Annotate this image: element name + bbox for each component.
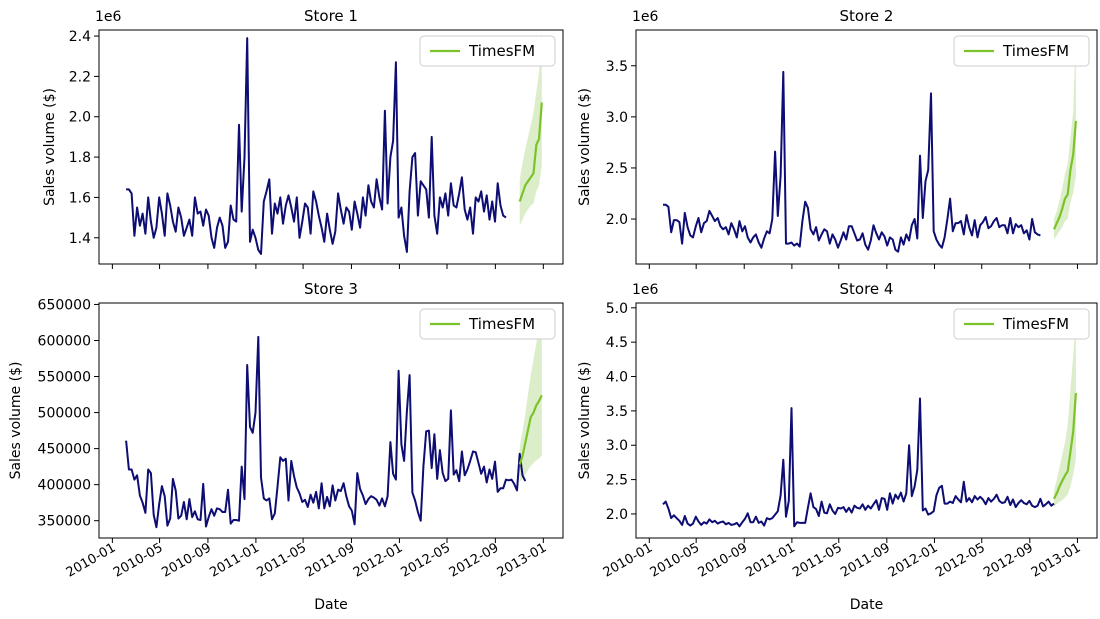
y-tick-label: 550000 bbox=[38, 370, 91, 386]
panel-store-4: Store 4 1e6 2.0 2.5 3.0 3.5 4.0 4.5 5.0 Sales vol… bbox=[577, 280, 1098, 613]
legend-box bbox=[953, 35, 1090, 67]
x-tick-label: 2012-05 bbox=[933, 540, 988, 580]
chart-title: Store 3 bbox=[304, 280, 358, 298]
x-tick-label: 2012-05 bbox=[398, 540, 453, 580]
history-series-line bbox=[663, 70, 1041, 253]
x-axis-label: Date bbox=[314, 597, 347, 613]
y-tick-label: 3.5 bbox=[606, 59, 628, 75]
y-offset-label: 1e6 bbox=[632, 9, 659, 25]
y-tick-label: 400000 bbox=[38, 478, 91, 494]
history-series-line bbox=[126, 37, 507, 255]
history-series-line bbox=[125, 335, 527, 529]
y-axis-label: Sales volume ($) bbox=[577, 88, 593, 206]
y-tick-label: 5.0 bbox=[606, 301, 628, 317]
legend-label: TimesFM bbox=[1002, 42, 1069, 60]
forecast-interval-band bbox=[519, 30, 542, 226]
legend-label: TimesFM bbox=[468, 315, 535, 333]
y-tick-label: 600000 bbox=[38, 333, 91, 349]
x-tick-label: 2010-01 bbox=[601, 540, 656, 580]
legend-box bbox=[953, 308, 1090, 340]
y-tick-label: 3.0 bbox=[606, 438, 628, 454]
y-tick-label: 1.6 bbox=[69, 190, 91, 206]
chart-title: Store 1 bbox=[304, 7, 358, 25]
plot-frame bbox=[98, 29, 564, 265]
x-tick-label: 2011-05 bbox=[255, 540, 310, 580]
y-tick-label: 2.5 bbox=[606, 161, 628, 177]
x-tick-label: 2011-09 bbox=[303, 540, 358, 580]
y-tick-label: 3.5 bbox=[606, 404, 628, 420]
y-tick-label: 2.0 bbox=[69, 110, 91, 126]
y-tick-label: 2.0 bbox=[606, 212, 628, 228]
plot-frame bbox=[635, 302, 1098, 539]
x-tick-label: 2010-09 bbox=[159, 540, 214, 580]
x-tick-label: 2010-01 bbox=[64, 540, 119, 580]
forecast-interval-band bbox=[1054, 30, 1076, 240]
chart-title: Store 2 bbox=[840, 7, 894, 25]
x-tick-label: 2012-09 bbox=[981, 540, 1036, 580]
panel-store-2: Store 2 1e6 2.0 2.5 3.0 3.5 Sales volume ($) Ti… bbox=[577, 7, 1098, 269]
y-tick-label: 500000 bbox=[38, 406, 91, 422]
y-tick-label: 450000 bbox=[38, 442, 91, 458]
y-tick-label: 3.0 bbox=[606, 110, 628, 126]
history-series-line bbox=[662, 397, 1055, 528]
y-axis-label: Sales volume ($) bbox=[8, 362, 24, 480]
y-tick-label: 650000 bbox=[38, 297, 91, 313]
y-tick-label: 2.2 bbox=[69, 69, 91, 85]
legend-box bbox=[419, 308, 556, 340]
y-axis-label: Sales volume ($) bbox=[42, 88, 58, 206]
x-tick-label: 2012-01 bbox=[886, 540, 941, 580]
x-tick-label: 2010-05 bbox=[648, 540, 703, 580]
panel-store-3: Store 3 350000 400000 450000 500000 550000 600… bbox=[8, 280, 564, 613]
y-tick-label: 2.5 bbox=[606, 473, 628, 489]
x-tick-label: 2012-01 bbox=[351, 540, 406, 580]
y-axis-label: Sales volume ($) bbox=[577, 362, 593, 480]
legend-label: TimesFM bbox=[1002, 315, 1069, 333]
x-tick-label: 2010-05 bbox=[111, 540, 166, 580]
chart-title: Store 4 bbox=[840, 280, 894, 298]
plot-frame bbox=[635, 29, 1098, 265]
y-offset-label: 1e6 bbox=[95, 9, 122, 25]
forecast-series-line bbox=[1052, 120, 1077, 230]
forecast-series-line bbox=[1053, 392, 1077, 500]
x-tick-label: 2012-09 bbox=[447, 540, 502, 580]
x-tick-label: 2011-09 bbox=[838, 540, 893, 580]
x-tick-label: 2010-09 bbox=[696, 540, 751, 580]
forecast-series-line bbox=[518, 102, 543, 202]
x-tick-label: 2011-01 bbox=[743, 540, 798, 580]
x-tick-label: 2013-01 bbox=[495, 540, 550, 580]
forecast-interval-band bbox=[1054, 318, 1076, 508]
x-tick-label: 2011-05 bbox=[790, 540, 845, 580]
forecast-series-line bbox=[518, 394, 543, 465]
y-tick-label: 350000 bbox=[38, 514, 91, 530]
y-tick-label: 4.0 bbox=[606, 370, 628, 386]
y-tick-label: 1.8 bbox=[69, 150, 91, 166]
y-tick-label: 4.5 bbox=[606, 335, 628, 351]
y-offset-label: 1e6 bbox=[632, 282, 659, 298]
x-tick-label: 2013-01 bbox=[1029, 540, 1084, 580]
plot-frame bbox=[98, 302, 564, 539]
x-tick-label: 2011-01 bbox=[207, 540, 262, 580]
legend-box bbox=[419, 35, 556, 67]
x-axis-label: Date bbox=[850, 597, 883, 613]
panel-store-1: Store 1 1e6 1.4 1.6 1.8 2.0 2.2 2.4 Sales volume… bbox=[42, 7, 564, 269]
y-tick-label: 2.0 bbox=[606, 507, 628, 523]
y-tick-label: 2.4 bbox=[69, 29, 91, 45]
y-tick-label: 1.4 bbox=[69, 231, 91, 247]
legend-label: TimesFM bbox=[468, 42, 535, 60]
